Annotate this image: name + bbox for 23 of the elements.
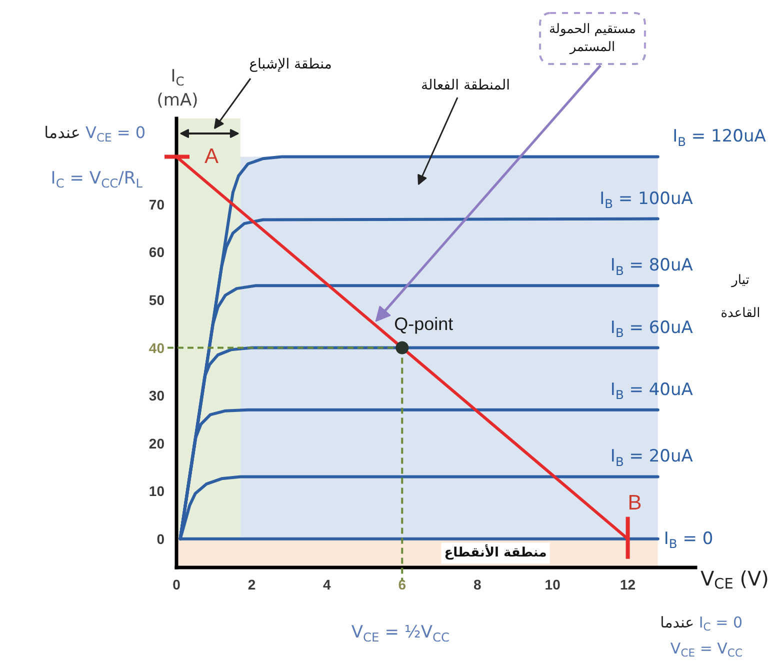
y-tick-label: 0	[156, 530, 165, 547]
y-tick-label: 50	[148, 292, 165, 308]
text: تيار القاعدة	[720, 273, 760, 321]
annotation: A	[204, 145, 219, 168]
y-tick-label: 60	[148, 244, 165, 260]
y-tick-label: 30	[148, 388, 165, 404]
y-tick-label: 70	[148, 196, 165, 212]
x-tick-label: 8	[473, 576, 482, 592]
band-label: منطقة الإشباع	[249, 56, 332, 72]
y-tick-label: 10	[148, 483, 165, 500]
x-tick-label: 2	[248, 576, 256, 592]
x-tick-label: 4	[323, 576, 332, 592]
y-tick-label: 40	[148, 340, 165, 356]
y-tick-label: 20	[148, 435, 165, 452]
annotation: Q-point	[394, 314, 454, 334]
x-tick-label: 6	[398, 576, 406, 592]
annotation: مستقيم الحمولة المستمر	[549, 22, 636, 55]
band-label: منطقة الأنقطاع	[444, 544, 547, 561]
x-tick-label: 0	[172, 576, 181, 592]
band-label: المنطقة الفعالة	[420, 78, 510, 94]
annotation: B	[628, 491, 642, 514]
x-tick-label: 10	[544, 576, 561, 592]
x-tick-label: 12	[620, 576, 636, 592]
